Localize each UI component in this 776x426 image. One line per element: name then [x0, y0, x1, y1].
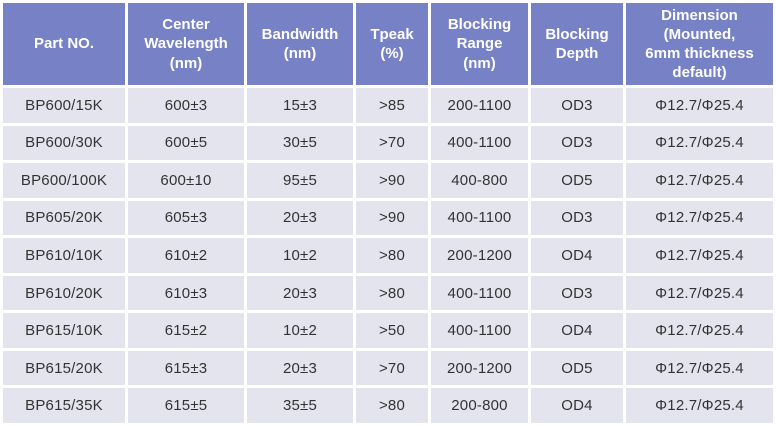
- cell-blocking-depth: OD3: [531, 200, 623, 236]
- cell-part-no: BP610/10K: [3, 238, 125, 273]
- cell-part-no: BP615/20K: [3, 350, 125, 386]
- cell-center-wavelength: 610±3: [128, 275, 244, 311]
- table-row: BP610/20K 610±3 20±3 >80 400-1100 OD3 Φ1…: [3, 275, 773, 311]
- cell-blocking-depth: OD5: [531, 163, 623, 198]
- table-body: BP600/15K 600±3 15±3 >85 200-1100 OD3 Φ1…: [3, 88, 773, 423]
- table-header: Part NO. Center Wavelength (nm) Bandwidt…: [3, 3, 773, 85]
- cell-part-no: BP615/10K: [3, 313, 125, 348]
- table-row: BP600/100K 600±10 95±5 >90 400-800 OD5 Φ…: [3, 163, 773, 198]
- cell-tpeak: >90: [356, 163, 428, 198]
- cell-dimension: Φ12.7/Φ25.4: [626, 163, 773, 198]
- table-row: BP600/30K 600±5 30±5 >70 400-1100 OD3 Φ1…: [3, 125, 773, 161]
- header-row: Part NO. Center Wavelength (nm) Bandwidt…: [3, 3, 773, 85]
- cell-dimension: Φ12.7/Φ25.4: [626, 88, 773, 123]
- cell-part-no: BP600/100K: [3, 163, 125, 198]
- cell-tpeak: >70: [356, 350, 428, 386]
- cell-blocking-range: 400-1100: [431, 275, 528, 311]
- cell-center-wavelength: 605±3: [128, 200, 244, 236]
- cell-center-wavelength: 600±3: [128, 88, 244, 123]
- cell-blocking-range: 400-1100: [431, 313, 528, 348]
- cell-blocking-depth: OD4: [531, 313, 623, 348]
- cell-center-wavelength: 615±3: [128, 350, 244, 386]
- column-header-part-no: Part NO.: [3, 3, 125, 85]
- table-row: BP610/10K 610±2 10±2 >80 200-1200 OD4 Φ1…: [3, 238, 773, 273]
- cell-tpeak: >80: [356, 388, 428, 423]
- cell-dimension: Φ12.7/Φ25.4: [626, 125, 773, 161]
- column-header-blocking-range: Blocking Range (nm): [431, 3, 528, 85]
- cell-tpeak: >80: [356, 275, 428, 311]
- cell-blocking-range: 200-1200: [431, 350, 528, 386]
- cell-blocking-depth: OD4: [531, 238, 623, 273]
- cell-part-no: BP600/30K: [3, 125, 125, 161]
- cell-blocking-range: 400-1100: [431, 125, 528, 161]
- cell-blocking-range: 200-1100: [431, 88, 528, 123]
- cell-center-wavelength: 615±5: [128, 388, 244, 423]
- table-row: BP615/20K 615±3 20±3 >70 200-1200 OD5 Φ1…: [3, 350, 773, 386]
- cell-dimension: Φ12.7/Φ25.4: [626, 200, 773, 236]
- cell-center-wavelength: 610±2: [128, 238, 244, 273]
- cell-dimension: Φ12.7/Φ25.4: [626, 313, 773, 348]
- cell-blocking-range: 400-800: [431, 163, 528, 198]
- cell-bandwidth: 20±3: [247, 350, 353, 386]
- table-row: BP615/35K 615±5 35±5 >80 200-800 OD4 Φ12…: [3, 388, 773, 423]
- column-header-center-wavelength: Center Wavelength (nm): [128, 3, 244, 85]
- cell-dimension: Φ12.7/Φ25.4: [626, 275, 773, 311]
- cell-center-wavelength: 600±5: [128, 125, 244, 161]
- cell-bandwidth: 10±2: [247, 238, 353, 273]
- cell-blocking-depth: OD3: [531, 275, 623, 311]
- column-header-dimension: Dimension (Mounted, 6mm thickness defaul…: [626, 3, 773, 85]
- column-header-blocking-depth: Blocking Depth: [531, 3, 623, 85]
- cell-dimension: Φ12.7/Φ25.4: [626, 350, 773, 386]
- cell-part-no: BP615/35K: [3, 388, 125, 423]
- cell-blocking-depth: OD4: [531, 388, 623, 423]
- cell-bandwidth: 30±5: [247, 125, 353, 161]
- cell-tpeak: >85: [356, 88, 428, 123]
- cell-blocking-range: 200-800: [431, 388, 528, 423]
- cell-tpeak: >50: [356, 313, 428, 348]
- cell-part-no: BP600/15K: [3, 88, 125, 123]
- cell-bandwidth: 95±5: [247, 163, 353, 198]
- table-row: BP605/20K 605±3 20±3 >90 400-1100 OD3 Φ1…: [3, 200, 773, 236]
- cell-tpeak: >80: [356, 238, 428, 273]
- column-header-tpeak: Tpeak (%): [356, 3, 428, 85]
- cell-center-wavelength: 615±2: [128, 313, 244, 348]
- column-header-bandwidth: Bandwidth (nm): [247, 3, 353, 85]
- cell-blocking-depth: OD3: [531, 88, 623, 123]
- cell-blocking-depth: OD3: [531, 125, 623, 161]
- cell-center-wavelength: 600±10: [128, 163, 244, 198]
- cell-bandwidth: 35±5: [247, 388, 353, 423]
- cell-bandwidth: 15±3: [247, 88, 353, 123]
- cell-dimension: Φ12.7/Φ25.4: [626, 238, 773, 273]
- cell-bandwidth: 20±3: [247, 200, 353, 236]
- cell-tpeak: >90: [356, 200, 428, 236]
- cell-dimension: Φ12.7/Φ25.4: [626, 388, 773, 423]
- cell-blocking-range: 400-1100: [431, 200, 528, 236]
- cell-blocking-depth: OD5: [531, 350, 623, 386]
- table-row: BP600/15K 600±3 15±3 >85 200-1100 OD3 Φ1…: [3, 88, 773, 123]
- cell-blocking-range: 200-1200: [431, 238, 528, 273]
- cell-bandwidth: 10±2: [247, 313, 353, 348]
- cell-part-no: BP610/20K: [3, 275, 125, 311]
- cell-bandwidth: 20±3: [247, 275, 353, 311]
- table-row: BP615/10K 615±2 10±2 >50 400-1100 OD4 Φ1…: [3, 313, 773, 348]
- cell-tpeak: >70: [356, 125, 428, 161]
- cell-part-no: BP605/20K: [3, 200, 125, 236]
